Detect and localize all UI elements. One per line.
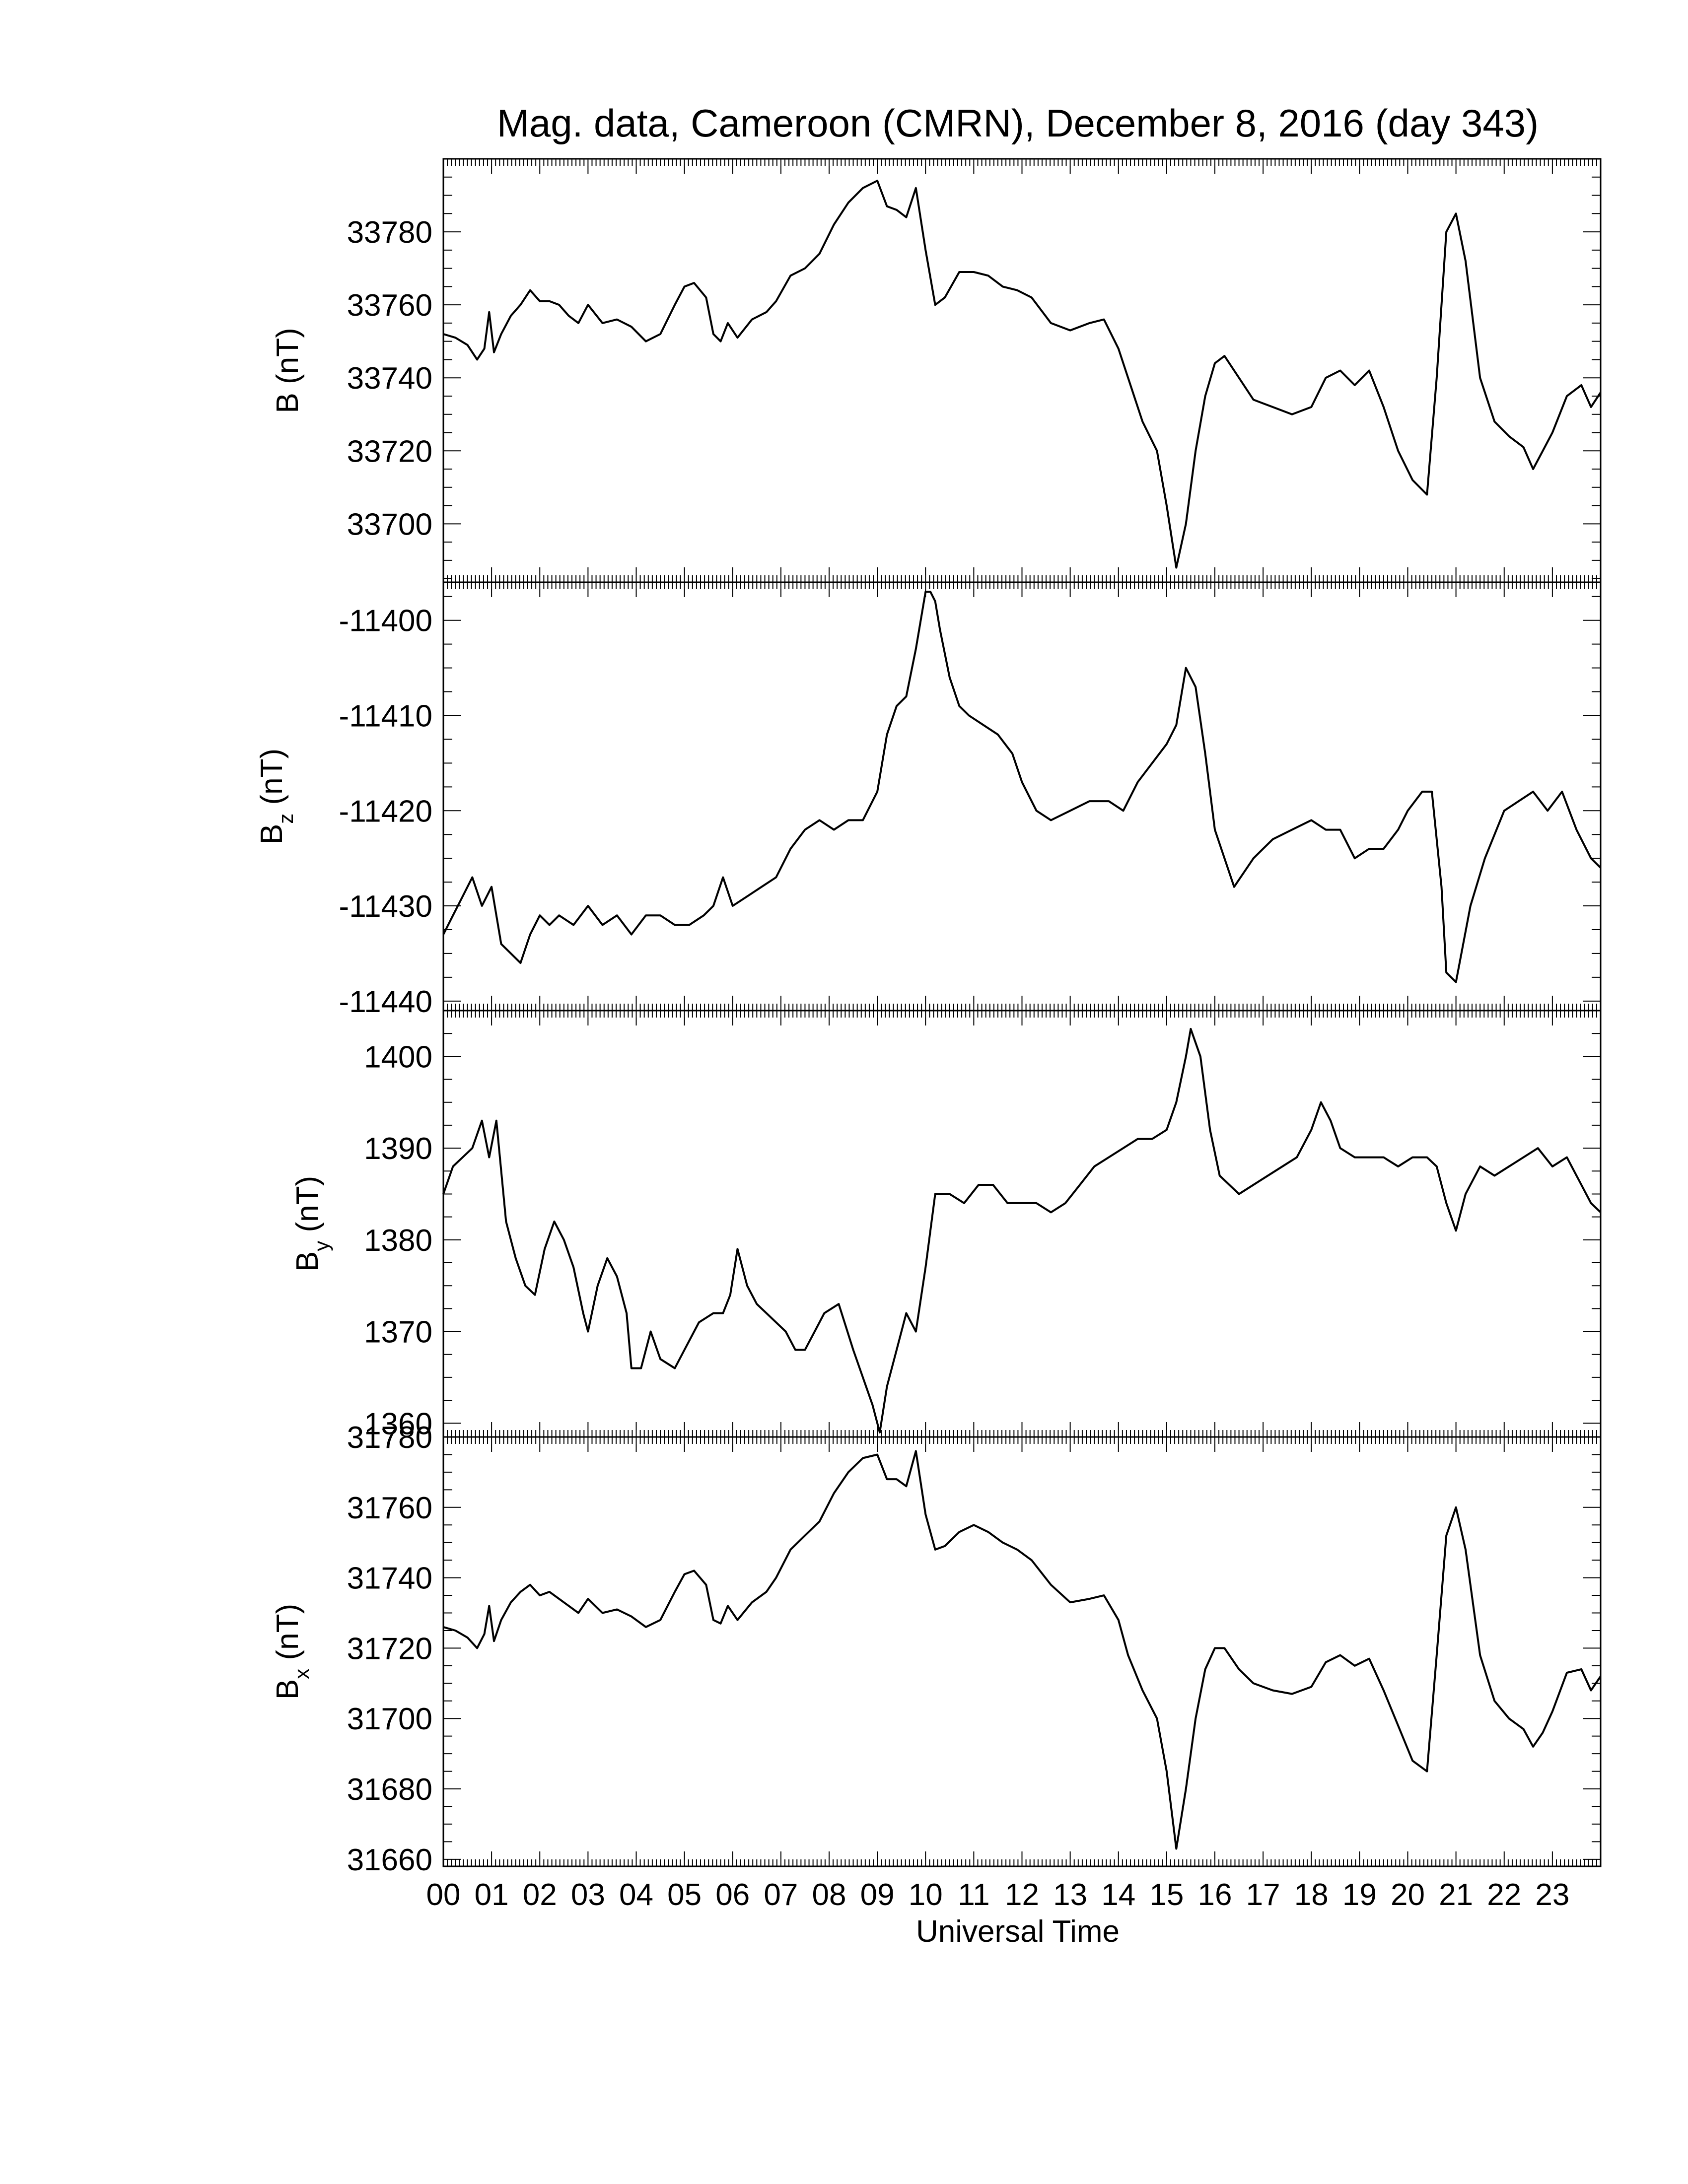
- y-tick-label: -11440: [339, 985, 432, 1019]
- x-axis-label: Universal Time: [916, 1914, 1120, 1949]
- x-tick-label: 04: [619, 1878, 653, 1912]
- y-tick-label: 31700: [347, 1702, 432, 1736]
- y-tick-label: -11430: [339, 889, 432, 924]
- y-axis-label-Bz: Bz (nT): [255, 749, 297, 844]
- x-tick-label: 12: [1005, 1878, 1039, 1912]
- x-tick-label: 21: [1439, 1878, 1473, 1912]
- y-tick-label: -11400: [339, 604, 432, 638]
- x-tick-label: 00: [426, 1878, 461, 1912]
- y-axis-label-By: By (nT): [290, 1176, 333, 1272]
- x-tick-label: 01: [475, 1878, 509, 1912]
- panel-frame-Bx: [442, 1436, 1602, 1867]
- panel-frame-By: [442, 1010, 1602, 1438]
- y-tick-label: 31760: [347, 1491, 432, 1525]
- series-line-By: [442, 1027, 1602, 1433]
- x-tick-label: 19: [1342, 1878, 1377, 1912]
- x-tick-label: 13: [1053, 1878, 1087, 1912]
- y-axis-label-Bx: Bx (nT): [271, 1604, 313, 1700]
- x-tick-label: 08: [812, 1878, 846, 1912]
- x-tick-label: 11: [958, 1878, 989, 1912]
- y-tick-label: 31720: [347, 1632, 432, 1666]
- y-axis-label-B: B (nT): [271, 328, 305, 413]
- y-tick-label: 31780: [347, 1421, 432, 1455]
- y-tick-label: 1400: [364, 1040, 432, 1074]
- y-tick-label: 1370: [364, 1315, 432, 1350]
- panel-frame-B: [442, 158, 1602, 583]
- x-tick-label: 02: [523, 1878, 557, 1912]
- x-tick-label: 05: [667, 1878, 702, 1912]
- y-tick-label: 31740: [347, 1562, 432, 1596]
- y-tick-label: 33760: [347, 288, 432, 323]
- series-line-Bx: [443, 1450, 1602, 1850]
- panel-By: 1360 1370 1380 1390 1400 By (nT): [290, 1010, 1602, 1441]
- panel-B: 33700 33720 33740 33760 33780 B (nT): [271, 158, 1602, 583]
- y-tick-label: 1390: [364, 1132, 432, 1166]
- panel-frame-Bz: [442, 581, 1602, 1012]
- series-line-B: [443, 180, 1602, 569]
- y-tick-label: 1360: [364, 1407, 432, 1441]
- y-tick-label: 33720: [347, 434, 432, 469]
- x-tick-label: 03: [571, 1878, 605, 1912]
- x-tick-label: 16: [1198, 1878, 1232, 1912]
- panel-Bx: 31660 31680 31700 31720 31740 31760 31780 Bx (n…: [271, 1421, 1602, 1877]
- y-tick-label: 31680: [347, 1773, 432, 1807]
- y-tick-label: 1380: [364, 1224, 432, 1258]
- x-tick-label: 23: [1535, 1878, 1569, 1912]
- x-tick-labels: 00 01 02 03 04 05 06 07 08 09 10 11 12 13 14 15 16 17 18 19…: [426, 1878, 1570, 1912]
- x-tick-label: 18: [1294, 1878, 1329, 1912]
- x-tick-label: 07: [764, 1878, 798, 1912]
- x-tick-label: 14: [1101, 1878, 1135, 1912]
- y-tick-label: -11410: [339, 699, 432, 733]
- x-tick-label: 17: [1246, 1878, 1280, 1912]
- x-tick-label: 20: [1391, 1878, 1425, 1912]
- y-tick-label: 33780: [347, 215, 432, 250]
- x-tick-label: 22: [1487, 1878, 1521, 1912]
- series-line-Bz: [442, 591, 1602, 983]
- x-tick-label: 06: [715, 1878, 750, 1912]
- chart-title: Mag. data, Cameroon (CMRN), December 8, …: [497, 101, 1539, 145]
- y-tick-label: 33700: [347, 507, 432, 542]
- x-tick-label: 15: [1149, 1878, 1184, 1912]
- x-tick-label: 09: [860, 1878, 895, 1912]
- x-tick-label: 10: [909, 1878, 943, 1912]
- panel-Bz: -11440 -11430 -11420 -11410 -11400 Bz (nT): [255, 581, 1602, 1019]
- y-tick-label: -11420: [339, 794, 432, 828]
- y-tick-label: 31660: [347, 1843, 432, 1877]
- y-tick-label: 33740: [347, 361, 432, 396]
